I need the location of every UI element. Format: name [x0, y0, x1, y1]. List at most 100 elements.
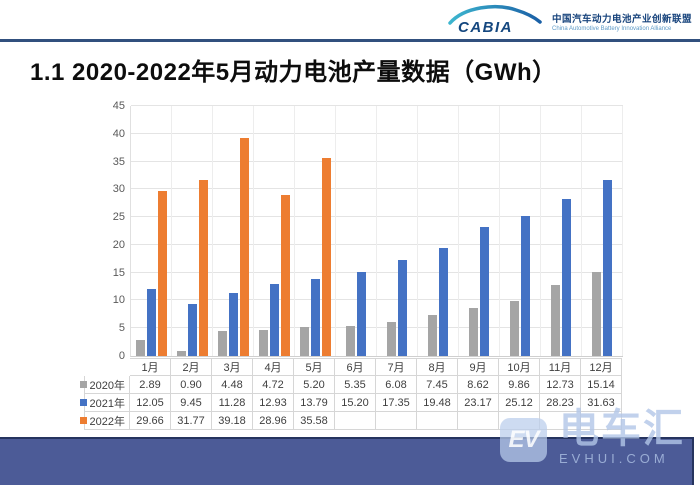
- table-value-cell: 15.14: [581, 376, 622, 394]
- month-column: [541, 106, 582, 356]
- watermark-name: 电车汇: [559, 407, 685, 451]
- y-axis-tick-label: 25: [112, 211, 125, 224]
- org-name-en: China Automotive Battery Innovation Alli…: [551, 26, 672, 32]
- grid-line: [131, 160, 623, 162]
- table-month-header: 6月: [335, 358, 376, 376]
- bar-chart: 0 5 10 15 20 25 30 35 40 45: [113, 100, 623, 362]
- bar-2020年: [258, 329, 268, 356]
- month-column: [500, 106, 541, 356]
- bar-2020年: [469, 308, 478, 356]
- table-month-header: 10月: [499, 358, 540, 376]
- month-column: [172, 106, 213, 356]
- table-value-cell: 23.17: [458, 394, 499, 412]
- bar-2020年: [299, 327, 309, 356]
- table-value-cell: 4.48: [212, 376, 253, 394]
- grid-line: [131, 105, 623, 106]
- y-axis-tick-label: 35: [112, 155, 125, 168]
- table-month-header: 3月: [212, 358, 253, 376]
- month-column: [254, 106, 295, 356]
- legend-series-label: 2020年: [89, 379, 125, 392]
- table-value-cell: [417, 412, 458, 430]
- table-value-cell: 31.63: [581, 394, 622, 412]
- table-value-cell: 28.96: [253, 412, 294, 430]
- month-column: [582, 106, 623, 356]
- bar-2022年: [280, 195, 290, 356]
- bar-2020年: [217, 331, 227, 356]
- table-value-cell: 28.23: [540, 394, 581, 412]
- table-value-cell: 29.66: [130, 412, 171, 430]
- y-axis-tick-label: 10: [112, 294, 125, 307]
- table-month-header: 1月: [130, 358, 171, 376]
- org-name-block: 中国汽车动力电池产业创新联盟 China Automotive Battery …: [552, 11, 692, 32]
- y-axis-tick-label: 30: [112, 183, 125, 196]
- table-value-cell: 39.18: [212, 412, 253, 430]
- month-column: [295, 106, 336, 356]
- bar-2021年: [480, 227, 489, 356]
- table-value-cell: 11.28: [212, 394, 253, 412]
- month-column: [131, 106, 172, 356]
- table-month-header: 7月: [376, 358, 417, 376]
- bar-2022年: [239, 138, 249, 356]
- table-value-cell: 0.90: [171, 376, 212, 394]
- table-month-header: 12月: [581, 358, 622, 376]
- legend-series-label: 2022年: [89, 415, 125, 428]
- grid-line: [131, 271, 623, 273]
- header-divider: [0, 39, 700, 42]
- bar-2022年: [198, 179, 208, 356]
- table-value-cell: 35.58: [294, 412, 335, 430]
- table-value-cell: 15.20: [335, 394, 376, 412]
- bar-2021年: [269, 284, 279, 356]
- table-value-cell: 12.73: [540, 376, 581, 394]
- legend-series-label: 2021年: [89, 397, 125, 410]
- y-axis-tick-label: 5: [118, 322, 125, 335]
- chart-data-table: 1月 2月 3月 4月 5月 6月 7月 8月 9月 10月 11月 12月 2020年 2.89 0.90…: [79, 358, 622, 430]
- table-legend-cell: 2020年: [79, 376, 130, 394]
- cabia-logo: CABIA: [446, 2, 544, 41]
- table-month-header: 8月: [417, 358, 458, 376]
- cabia-car-icon: CABIA: [448, 4, 542, 36]
- page-title: 1.1 2020-2022年5月动力电池产量数据（GWh）: [30, 59, 557, 86]
- table-value-cell: 13.79: [294, 394, 335, 412]
- bar-2021年: [146, 289, 156, 356]
- bar-2021年: [357, 271, 366, 356]
- table-value-cell: 9.45: [171, 394, 212, 412]
- y-axis-tick-label: 45: [112, 100, 125, 112]
- bar-2021年: [228, 293, 238, 356]
- bar-2020年: [551, 285, 560, 356]
- table-value-cell: 19.48: [417, 394, 458, 412]
- table-value-cell: [581, 412, 622, 430]
- table-month-header: 11月: [540, 358, 581, 376]
- grid-line: [131, 299, 623, 301]
- legend-swatch: [79, 417, 87, 424]
- table-corner-cell: [84, 358, 130, 376]
- bar-2022年: [321, 158, 331, 356]
- cabia-wordmark: CABIA: [458, 19, 513, 36]
- grid-line: [131, 132, 623, 134]
- bar-2021年: [439, 247, 448, 356]
- table-value-cell: 6.08: [376, 376, 417, 394]
- table-month-header: 9月: [458, 358, 499, 376]
- evhui-logo-icon: EV: [500, 418, 547, 462]
- watermark: EV 电车汇 EVHUI.COM: [500, 408, 685, 466]
- table-value-cell: 17.35: [376, 394, 417, 412]
- table-value-cell: [458, 412, 499, 430]
- header: CABIA 中国汽车动力电池产业创新联盟 China Automotive Ba…: [446, 2, 692, 41]
- table-value-cell: 9.86: [499, 376, 540, 394]
- evhui-logo-letters: EV: [508, 426, 539, 453]
- bar-2020年: [176, 351, 186, 356]
- grid-line: [131, 216, 623, 218]
- bar-2020年: [135, 339, 145, 356]
- y-axis-tick-label: 20: [112, 238, 125, 251]
- table-value-cell: 8.62: [458, 376, 499, 394]
- y-axis-tick-label: 15: [112, 266, 125, 279]
- table-value-cell: 31.77: [171, 412, 212, 430]
- bar-2021年: [603, 180, 612, 356]
- table-month-header: 5月: [294, 358, 335, 376]
- grid-line: [131, 243, 623, 245]
- bar-2021年: [521, 216, 530, 356]
- bar-2020年: [510, 301, 519, 356]
- bar-2020年: [428, 314, 437, 356]
- watermark-domain: EVHUI.COM: [559, 451, 669, 466]
- bar-2022年: [157, 191, 167, 356]
- plot-columns: [131, 106, 623, 356]
